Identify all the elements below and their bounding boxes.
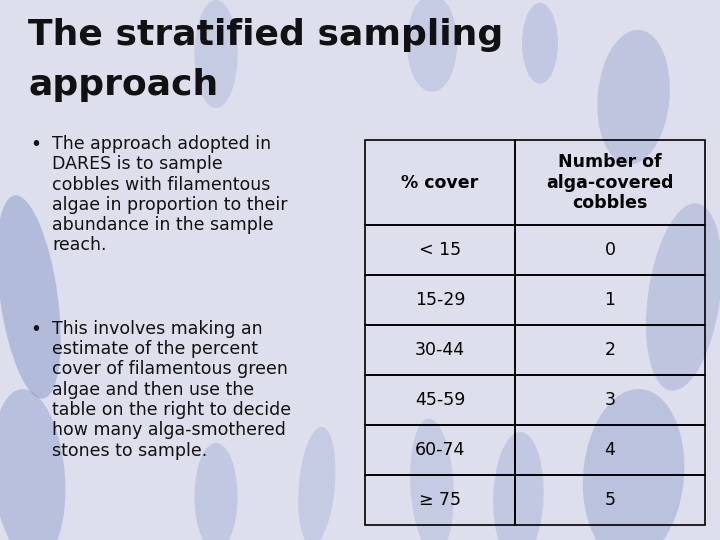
- Text: 1: 1: [605, 291, 616, 309]
- Text: ≥ 75: ≥ 75: [419, 491, 461, 509]
- Text: 2: 2: [605, 341, 616, 359]
- Text: approach: approach: [28, 68, 218, 102]
- Text: cobbles with filamentous: cobbles with filamentous: [52, 176, 271, 193]
- Text: < 15: < 15: [419, 241, 461, 259]
- Text: 45-59: 45-59: [415, 391, 465, 409]
- Text: % cover: % cover: [401, 173, 479, 192]
- Ellipse shape: [582, 389, 685, 540]
- Text: 60-74: 60-74: [415, 441, 465, 459]
- Text: 4: 4: [605, 441, 616, 459]
- Ellipse shape: [407, 0, 457, 92]
- Ellipse shape: [493, 432, 544, 540]
- Text: •: •: [30, 320, 41, 339]
- Text: The approach adopted in: The approach adopted in: [52, 135, 271, 153]
- Ellipse shape: [0, 195, 60, 399]
- Text: abundance in the sample: abundance in the sample: [52, 216, 274, 234]
- Text: •: •: [30, 135, 41, 154]
- Ellipse shape: [522, 3, 558, 84]
- Ellipse shape: [646, 203, 720, 391]
- Text: 30-44: 30-44: [415, 341, 465, 359]
- Ellipse shape: [410, 418, 454, 540]
- Text: DARES is to sample: DARES is to sample: [52, 156, 222, 173]
- Ellipse shape: [194, 0, 238, 108]
- Ellipse shape: [0, 389, 66, 540]
- Text: This involves making an: This involves making an: [52, 320, 263, 338]
- Ellipse shape: [194, 443, 238, 540]
- Ellipse shape: [598, 30, 670, 165]
- Ellipse shape: [298, 427, 336, 540]
- Text: cover of filamentous green: cover of filamentous green: [52, 361, 288, 379]
- Text: 5: 5: [605, 491, 616, 509]
- Text: stones to sample.: stones to sample.: [52, 442, 207, 460]
- Text: algae and then use the: algae and then use the: [52, 381, 254, 399]
- Text: how many alga-smothered: how many alga-smothered: [52, 421, 286, 439]
- Text: 3: 3: [605, 391, 616, 409]
- Text: algae in proportion to their: algae in proportion to their: [52, 195, 287, 214]
- Text: reach.: reach.: [52, 237, 107, 254]
- Text: estimate of the percent: estimate of the percent: [52, 340, 258, 358]
- Text: 15-29: 15-29: [415, 291, 465, 309]
- Text: 0: 0: [605, 241, 616, 259]
- Text: The stratified sampling: The stratified sampling: [28, 18, 503, 52]
- Text: Number of
alga-covered
cobbles: Number of alga-covered cobbles: [546, 153, 674, 212]
- Text: table on the right to decide: table on the right to decide: [52, 401, 291, 419]
